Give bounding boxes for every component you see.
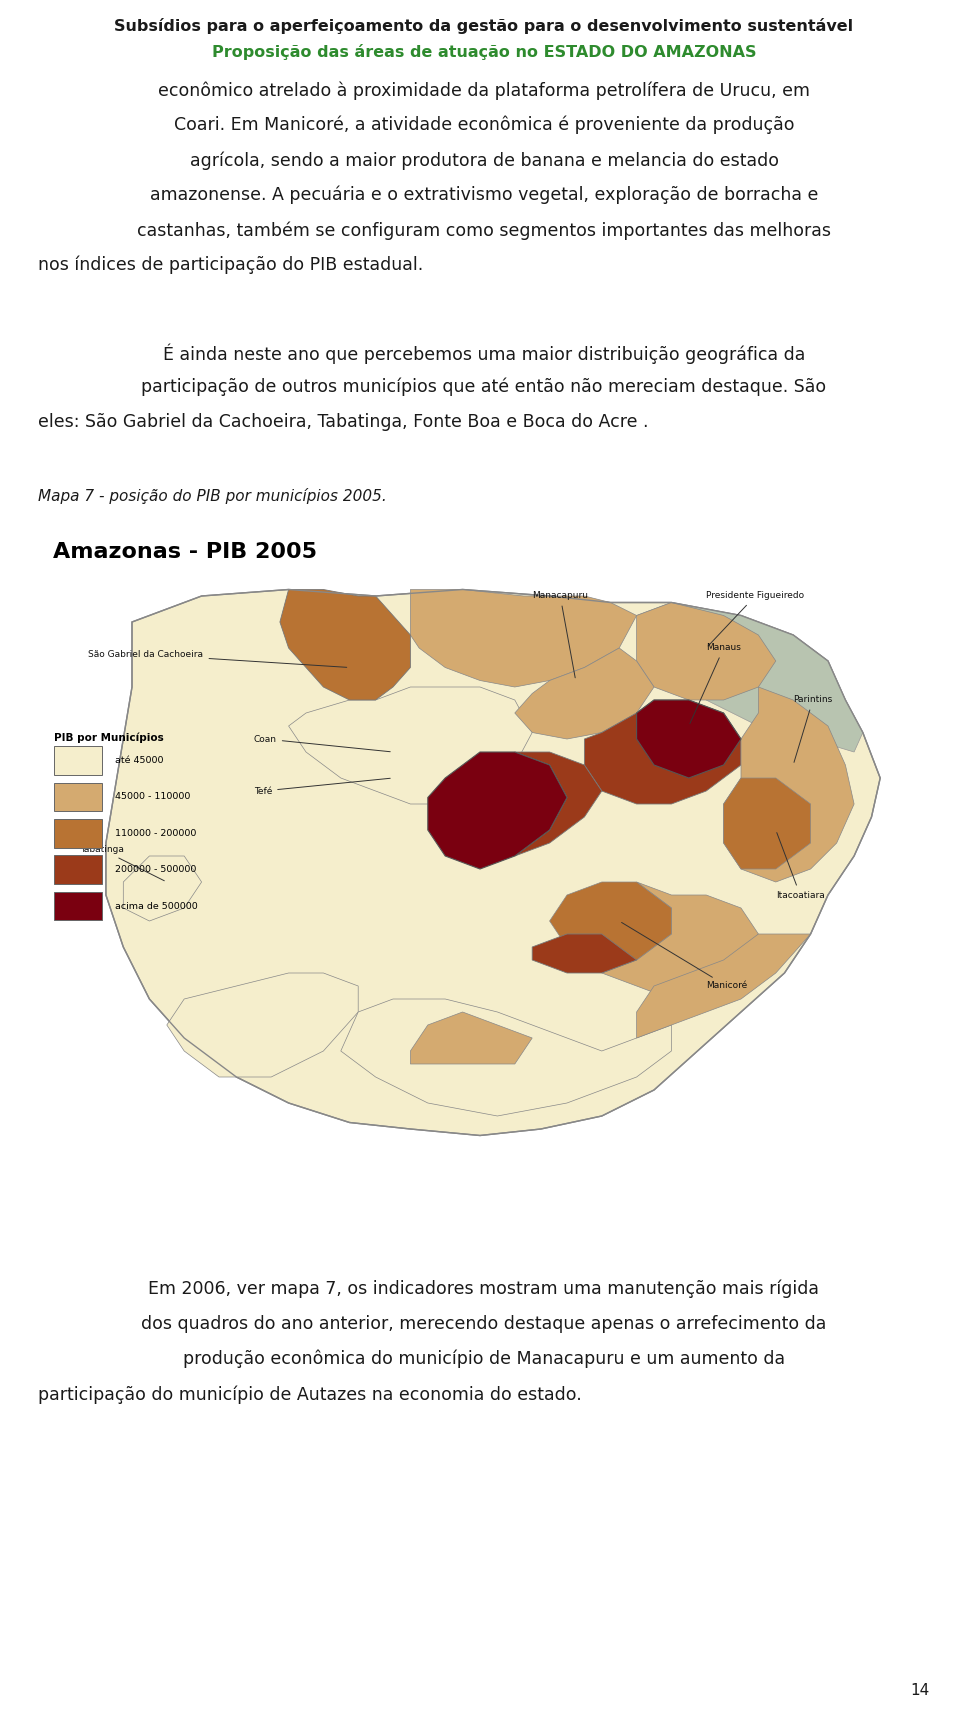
Text: castanhas, também se configuram como segmentos importantes das melhoras: castanhas, também se configuram como seg… xyxy=(137,221,831,240)
Text: dos quadros do ano anterior, merecendo destaque apenas o arrefecimento da: dos quadros do ano anterior, merecendo d… xyxy=(141,1314,827,1333)
Text: Proposição das áreas de atuação no ESTADO DO AMAZONAS: Proposição das áreas de atuação no ESTAD… xyxy=(212,45,756,60)
Text: agrícola, sendo a maior produtora de banana e melancia do estado: agrícola, sendo a maior produtora de ban… xyxy=(189,151,779,170)
Text: 14: 14 xyxy=(911,1683,930,1699)
FancyBboxPatch shape xyxy=(54,819,102,848)
Text: 45000 - 110000: 45000 - 110000 xyxy=(114,793,190,801)
Text: nos índices de participação do PIB estadual.: nos índices de participação do PIB estad… xyxy=(38,256,423,275)
Polygon shape xyxy=(724,686,854,882)
Polygon shape xyxy=(280,590,411,700)
Polygon shape xyxy=(724,777,810,868)
Text: produção econômica do município de Manacapuru e um aumento da: produção econômica do município de Manac… xyxy=(183,1350,785,1368)
Text: participação de outros municípios que até então não mereciam destaque. São: participação de outros municípios que at… xyxy=(141,378,827,396)
Text: Coan: Coan xyxy=(253,734,390,752)
Text: Itacoatiara: Itacoatiara xyxy=(776,832,825,899)
Text: Tefé: Tefé xyxy=(253,779,390,796)
Text: São Gabriel da Cachoeira: São Gabriel da Cachoeira xyxy=(88,650,347,668)
Text: PIB por Municípios: PIB por Municípios xyxy=(54,733,163,743)
Polygon shape xyxy=(585,700,741,805)
Text: Mapa 7 - posição do PIB por municípios 2005.: Mapa 7 - posição do PIB por municípios 2… xyxy=(38,487,387,505)
Text: 200000 - 500000: 200000 - 500000 xyxy=(114,865,196,873)
Text: Manicoré: Manicoré xyxy=(621,923,748,990)
Text: amazonense. A pecuária e o extrativismo vegetal, exploração de borracha e: amazonense. A pecuária e o extrativismo … xyxy=(150,185,818,204)
Polygon shape xyxy=(636,700,741,777)
Text: econômico atrelado à proximidade da plataforma petrolífera de Urucu, em: econômico atrelado à proximidade da plat… xyxy=(158,81,810,100)
FancyBboxPatch shape xyxy=(54,892,102,920)
Text: Em 2006, ver mapa 7, os indicadores mostram uma manutenção mais rígida: Em 2006, ver mapa 7, os indicadores most… xyxy=(149,1280,820,1299)
Text: Manacapuru: Manacapuru xyxy=(532,592,588,678)
FancyBboxPatch shape xyxy=(54,855,102,884)
Polygon shape xyxy=(636,934,810,1038)
Polygon shape xyxy=(428,752,567,868)
Polygon shape xyxy=(289,686,532,805)
Polygon shape xyxy=(532,934,636,973)
Text: Subsídios para o aperfeiçoamento da gestão para o desenvolvimento sustentável: Subsídios para o aperfeiçoamento da gest… xyxy=(114,17,853,34)
Polygon shape xyxy=(550,882,671,959)
Text: 110000 - 200000: 110000 - 200000 xyxy=(114,829,196,837)
Text: Presidente Figueiredo: Presidente Figueiredo xyxy=(707,592,804,645)
Text: eles: São Gabriel da Cachoeira, Tabatinga, Fonte Boa e Boca do Acre .: eles: São Gabriel da Cachoeira, Tabating… xyxy=(38,414,649,431)
Polygon shape xyxy=(123,856,202,921)
Polygon shape xyxy=(515,752,602,856)
Polygon shape xyxy=(106,590,880,1136)
Polygon shape xyxy=(411,1012,532,1064)
Text: Parintins: Parintins xyxy=(793,695,832,762)
Polygon shape xyxy=(636,602,863,752)
Polygon shape xyxy=(515,649,654,740)
FancyBboxPatch shape xyxy=(54,746,102,774)
FancyBboxPatch shape xyxy=(54,782,102,812)
Text: É ainda neste ano que percebemos uma maior distribuição geográfica da: É ainda neste ano que percebemos uma mai… xyxy=(163,343,805,364)
Text: Amazonas - PIB 2005: Amazonas - PIB 2005 xyxy=(53,542,317,563)
Polygon shape xyxy=(167,973,358,1078)
Polygon shape xyxy=(602,882,758,999)
Text: Manaus: Manaus xyxy=(690,644,741,724)
Text: Coari. Em Manicoré, a atividade econômica é proveniente da produção: Coari. Em Manicoré, a atividade econômic… xyxy=(174,117,794,134)
Text: Tabatinga: Tabatinga xyxy=(80,844,164,880)
Polygon shape xyxy=(411,590,636,686)
Polygon shape xyxy=(636,602,776,700)
Polygon shape xyxy=(341,999,671,1115)
Text: acima de 500000: acima de 500000 xyxy=(114,901,198,911)
Text: até 45000: até 45000 xyxy=(114,757,163,765)
Text: participação do município de Autazes na economia do estado.: participação do município de Autazes na … xyxy=(38,1385,582,1404)
